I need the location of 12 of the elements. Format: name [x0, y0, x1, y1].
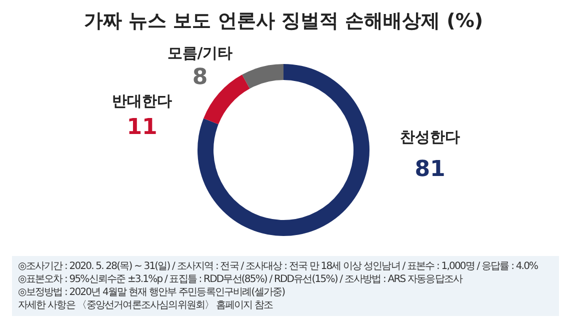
- slice-label: 찬성한다: [400, 128, 460, 146]
- data-label: 81: [414, 157, 446, 182]
- slice-label: 반대한다: [112, 92, 172, 110]
- donut-slice: [242, 64, 284, 89]
- data-label: 11: [126, 115, 158, 140]
- text: 자세한 사항은 〈중앙선거여론조사심의위원회〉 홈페이지 참조: [18, 299, 274, 312]
- chart-title: 가짜 뉴스 보도 언론사 징벌적 손해배상제 (%): [84, 10, 484, 32]
- text: ◎조사기간 : 2020. 5. 28(목) ~ 31(일) / 조사지역 : 전국 / 조사대상 : 전국 만 18세 이상 성인남녀 / 표본수 : 1,000명 / 응답률 : 4.0%: [18, 260, 539, 273]
- text: ◎표본오차 : 95%신뢰수준 ±3.1%p / 표집틀 : RDD무선(85%) / RDD유선(15%) / 조사방법 : ARS 자동응답조사: [18, 273, 464, 286]
- slice-label: 모름/기타: [167, 44, 233, 62]
- text: ◎보정방법 : 2020년 4월말 현재 행안부 주민등록인구비례(셀가중): [18, 286, 286, 299]
- data-label: 8: [192, 65, 208, 90]
